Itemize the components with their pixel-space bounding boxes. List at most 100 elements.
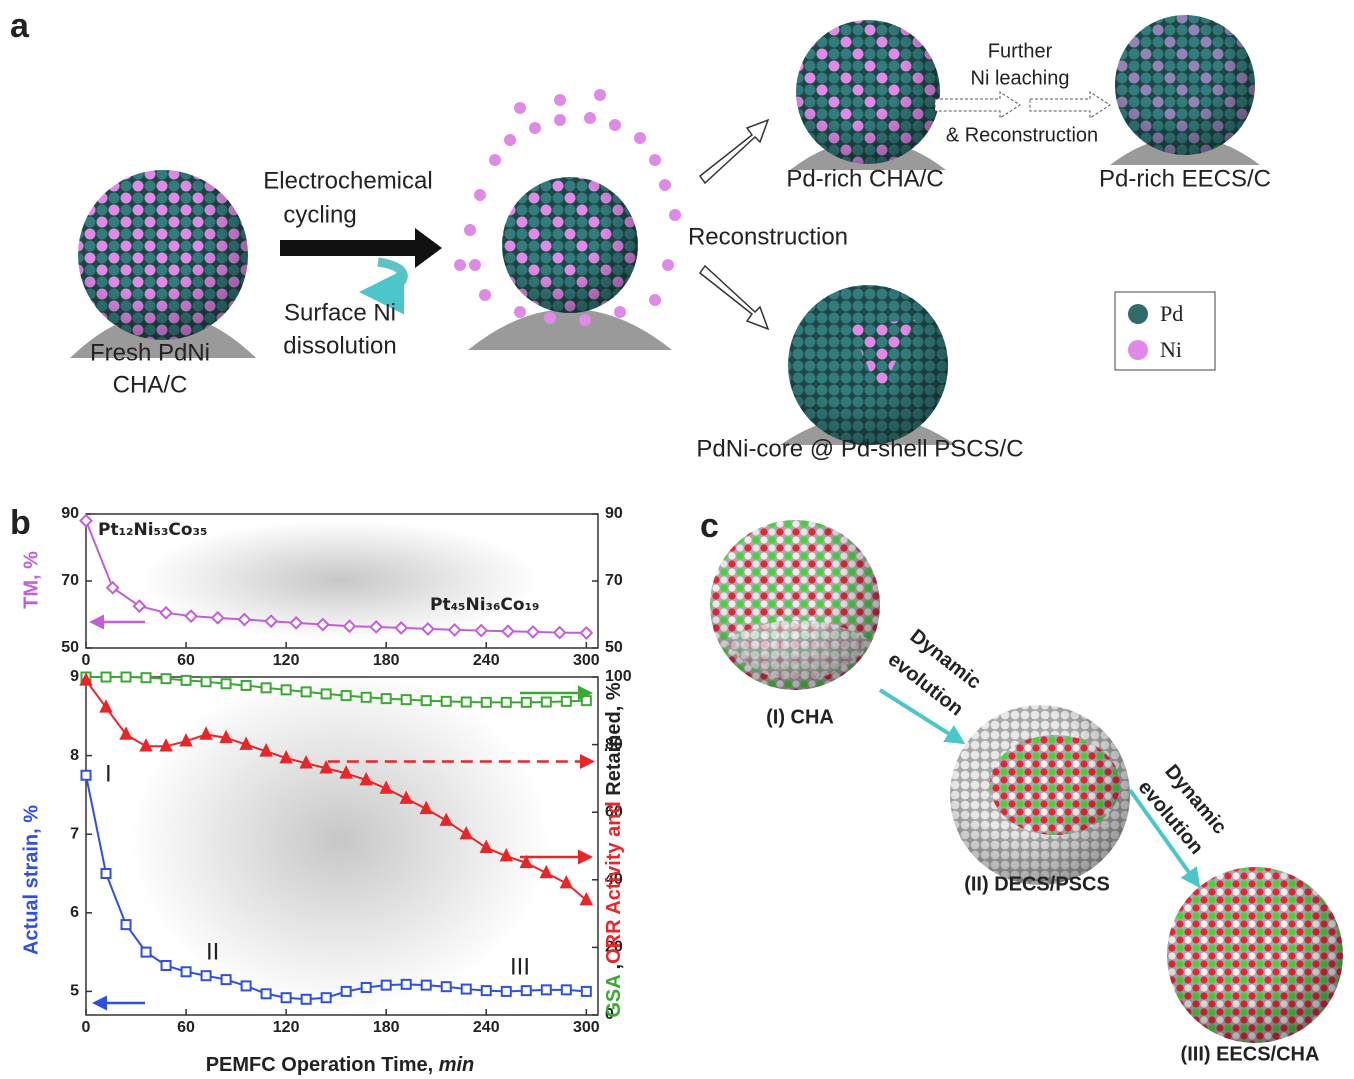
label: Fresh PdNi	[90, 339, 210, 366]
x-tick-label: 180	[373, 652, 400, 669]
marker	[319, 760, 333, 774]
marker	[320, 992, 332, 1004]
marker	[420, 695, 432, 707]
y-axis-label: Actual strain, %	[20, 805, 42, 955]
marker	[447, 622, 462, 637]
marker	[159, 605, 173, 620]
marker	[80, 769, 92, 781]
marker	[560, 695, 572, 707]
legend-label: Ni	[1160, 337, 1182, 362]
y-tick-label: 8	[70, 747, 79, 764]
arrow	[698, 118, 770, 185]
shading	[788, 285, 948, 445]
marker	[559, 875, 574, 889]
panel-label: b	[10, 504, 31, 542]
y2-tick-label: 20	[605, 939, 623, 956]
panel-label: c	[700, 507, 719, 545]
marker	[579, 626, 594, 640]
marker	[360, 691, 372, 703]
marker	[500, 696, 512, 708]
y2-tick-label: 60	[605, 803, 623, 820]
shading	[502, 177, 638, 313]
marker	[474, 623, 489, 638]
shading	[796, 20, 940, 164]
label: Further	[988, 40, 1053, 62]
x-axis-label-part: min	[439, 1054, 475, 1076]
marker	[120, 671, 132, 683]
marker	[440, 695, 452, 707]
x-tick-label: 240	[473, 652, 500, 669]
label: Surface Ni	[284, 299, 396, 326]
marker	[399, 790, 413, 804]
marker	[180, 674, 192, 686]
x-tick-label: 0	[82, 1019, 91, 1036]
x-tick-label: 300	[573, 1019, 600, 1036]
marker	[99, 699, 113, 713]
marker	[379, 780, 393, 794]
marker	[220, 974, 232, 986]
y2-axis-label-part: Retained, %	[603, 682, 625, 801]
marker	[520, 985, 532, 997]
marker	[360, 981, 372, 993]
marker	[579, 891, 594, 906]
marker	[210, 610, 225, 625]
marker	[264, 614, 279, 629]
marker	[239, 736, 253, 750]
y-tick-label: 90	[61, 505, 79, 522]
y-tick-label: 5	[70, 983, 79, 1000]
marker	[440, 981, 452, 993]
arrow	[878, 688, 966, 745]
panel-b-layout	[130, 520, 550, 1010]
x-axis-label: PEMFC Operation Time, min	[206, 1054, 475, 1076]
label: Ni leaching	[971, 67, 1070, 89]
marker	[79, 513, 93, 528]
marker	[540, 984, 552, 996]
marker	[580, 695, 592, 707]
marker	[342, 619, 357, 634]
dissolved-ni	[454, 89, 681, 326]
arrow	[1029, 91, 1111, 119]
label: dissolution	[283, 332, 396, 359]
marker	[237, 612, 252, 627]
legend-label: Pd	[1160, 301, 1183, 326]
x-tick-label: 0	[82, 652, 91, 669]
y2-tick-label: 90	[605, 505, 623, 522]
annotation: I	[105, 760, 112, 787]
plot-frame	[85, 676, 599, 1016]
x-tick-label: 120	[273, 652, 300, 669]
marker	[179, 733, 193, 747]
marker	[160, 959, 172, 971]
background-haze	[140, 520, 540, 640]
x-tick-label: 60	[177, 1019, 195, 1036]
marker	[140, 672, 152, 684]
marker	[420, 621, 435, 636]
marker	[479, 839, 493, 853]
marker	[480, 696, 492, 708]
y2-tick-label: 50	[605, 639, 623, 656]
marker	[459, 825, 473, 840]
marker	[520, 696, 532, 708]
marker	[340, 690, 352, 702]
marker	[184, 609, 198, 624]
label: PdNi-core @ Pd-shell PSCS/C	[696, 435, 1023, 462]
label: (III) EECS/CHA	[1181, 1043, 1320, 1065]
marker	[280, 684, 292, 696]
marker	[369, 619, 384, 634]
x-axis-label-part: PEMFC Operation Time,	[206, 1054, 439, 1076]
y2-axis-label: GSA ,ORR Activity and Retained, %	[603, 682, 625, 1017]
x-tick-label: 60	[177, 652, 195, 669]
marker	[501, 624, 515, 639]
marker	[400, 694, 412, 706]
marker	[180, 966, 192, 978]
shading	[1167, 867, 1343, 1043]
marker	[280, 992, 292, 1004]
marker	[199, 726, 213, 740]
marker	[339, 765, 353, 779]
y-tick-label: 70	[61, 572, 79, 589]
panel-label: a	[10, 7, 30, 45]
shading	[1115, 15, 1255, 155]
marker	[380, 693, 392, 705]
marker	[119, 726, 133, 740]
marker	[540, 696, 552, 708]
